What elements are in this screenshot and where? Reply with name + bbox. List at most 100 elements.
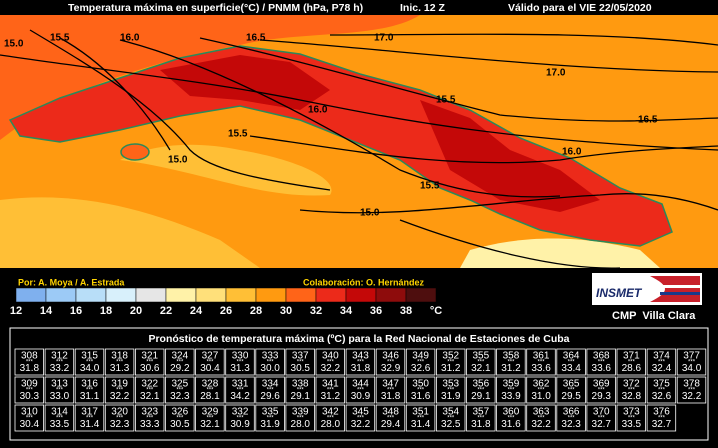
station-temp: 31.8 bbox=[20, 363, 40, 374]
station-number: 324 bbox=[172, 351, 189, 362]
station-number: 331 bbox=[232, 379, 249, 390]
station-mark: *** bbox=[56, 416, 64, 422]
station-temp: 30.3 bbox=[20, 391, 40, 402]
scale-swatch bbox=[105, 287, 137, 303]
station-temp: 32.6 bbox=[411, 363, 431, 374]
scale-swatch bbox=[165, 287, 197, 303]
station-mark: *** bbox=[538, 360, 546, 366]
station-mark: *** bbox=[237, 388, 245, 394]
station-mark: *** bbox=[267, 388, 275, 394]
station-temp: 32.3 bbox=[110, 419, 130, 430]
header-valid: Válido para el VIE 22/05/2020 bbox=[508, 2, 652, 14]
table-cell bbox=[496, 376, 526, 404]
station-number: 339 bbox=[292, 407, 309, 418]
table-cell bbox=[556, 404, 586, 432]
station-mark: *** bbox=[206, 416, 214, 422]
station-temp: 34.2 bbox=[230, 391, 250, 402]
station-number: 340 bbox=[322, 351, 339, 362]
station-temp: 33.3 bbox=[140, 419, 160, 430]
contour-label: 17.0 bbox=[546, 68, 566, 79]
station-temp: 31.3 bbox=[230, 363, 250, 374]
table-cell bbox=[435, 376, 466, 404]
station-temp: 29.2 bbox=[170, 363, 190, 374]
station-temp: 29.6 bbox=[260, 391, 280, 402]
station-number: 315 bbox=[81, 351, 98, 362]
station-number: 335 bbox=[262, 407, 279, 418]
station-temp: 29.3 bbox=[592, 391, 612, 402]
table-cell bbox=[435, 404, 466, 432]
station-temp: 30.4 bbox=[20, 419, 40, 430]
station-mark: *** bbox=[598, 360, 606, 366]
station-mark: *** bbox=[297, 360, 305, 366]
station-number: 332 bbox=[232, 407, 249, 418]
isobar bbox=[59, 37, 171, 151]
station-number: 361 bbox=[533, 351, 550, 362]
scale-label: 36 bbox=[370, 305, 382, 317]
isobar bbox=[29, 29, 331, 191]
station-mark: *** bbox=[387, 388, 395, 394]
station-number: 362 bbox=[533, 379, 550, 390]
station-number: 351 bbox=[412, 407, 429, 418]
table-cell bbox=[375, 404, 406, 432]
station-temp: 29.1 bbox=[291, 391, 311, 402]
scale-label: 26 bbox=[220, 305, 232, 317]
station-temp: 28.6 bbox=[622, 363, 642, 374]
station-temp: 30.6 bbox=[140, 363, 160, 374]
table-cell bbox=[195, 404, 225, 432]
station-temp: 32.4 bbox=[652, 363, 672, 374]
table-cell bbox=[134, 376, 165, 404]
station-mark: *** bbox=[327, 360, 335, 366]
station-temp: 33.4 bbox=[561, 363, 581, 374]
station-temp: 31.4 bbox=[411, 419, 431, 430]
header-init: Inic. 12 Z bbox=[400, 2, 446, 14]
station-number: 318 bbox=[111, 351, 128, 362]
table-cell bbox=[285, 404, 315, 432]
station-mark: *** bbox=[477, 416, 485, 422]
station-temp: 33.9 bbox=[501, 391, 521, 402]
scale-label: 32 bbox=[310, 305, 322, 317]
table-cell bbox=[435, 348, 466, 376]
station-mark: *** bbox=[598, 416, 606, 422]
map-area bbox=[460, 238, 660, 268]
table-cell bbox=[315, 404, 346, 432]
station-mark: *** bbox=[176, 360, 184, 366]
contour-label: 16.0 bbox=[120, 33, 140, 44]
station-temp: 31.8 bbox=[351, 363, 371, 374]
table-cell bbox=[616, 376, 647, 404]
station-number: 309 bbox=[21, 379, 38, 390]
contour-label: 15.5 bbox=[436, 95, 456, 106]
table-cell bbox=[646, 376, 677, 404]
map-area bbox=[160, 55, 330, 110]
table-cell bbox=[466, 404, 496, 432]
station-number: 373 bbox=[623, 407, 640, 418]
station-mark: *** bbox=[477, 388, 485, 394]
station-temp: 31.2 bbox=[441, 363, 461, 374]
table-cell bbox=[195, 376, 225, 404]
table-cell bbox=[375, 348, 406, 376]
table-cell bbox=[526, 404, 556, 432]
station-number: 344 bbox=[352, 379, 369, 390]
map-area bbox=[420, 100, 600, 212]
station-temp: 33.0 bbox=[50, 391, 70, 402]
station-number: 326 bbox=[172, 407, 189, 418]
station-temp: 32.9 bbox=[381, 363, 401, 374]
station-mark: *** bbox=[598, 388, 606, 394]
station-mark: *** bbox=[477, 360, 485, 366]
station-mark: *** bbox=[568, 360, 576, 366]
station-number: 370 bbox=[593, 407, 610, 418]
station-temp: 32.1 bbox=[200, 419, 220, 430]
table-cell bbox=[44, 348, 75, 376]
station-number: 321 bbox=[141, 351, 158, 362]
station-number: 338 bbox=[292, 379, 309, 390]
station-temp: 32.3 bbox=[170, 391, 190, 402]
station-number: 365 bbox=[563, 379, 580, 390]
table-cell bbox=[255, 348, 285, 376]
station-temp: 32.2 bbox=[321, 363, 341, 374]
station-mark: *** bbox=[56, 360, 64, 366]
table-cell bbox=[345, 404, 376, 432]
station-temp: 30.4 bbox=[200, 363, 220, 374]
station-number: 337 bbox=[292, 351, 309, 362]
table-cell bbox=[104, 376, 135, 404]
station-mark: *** bbox=[237, 360, 245, 366]
station-number: 313 bbox=[51, 379, 68, 390]
